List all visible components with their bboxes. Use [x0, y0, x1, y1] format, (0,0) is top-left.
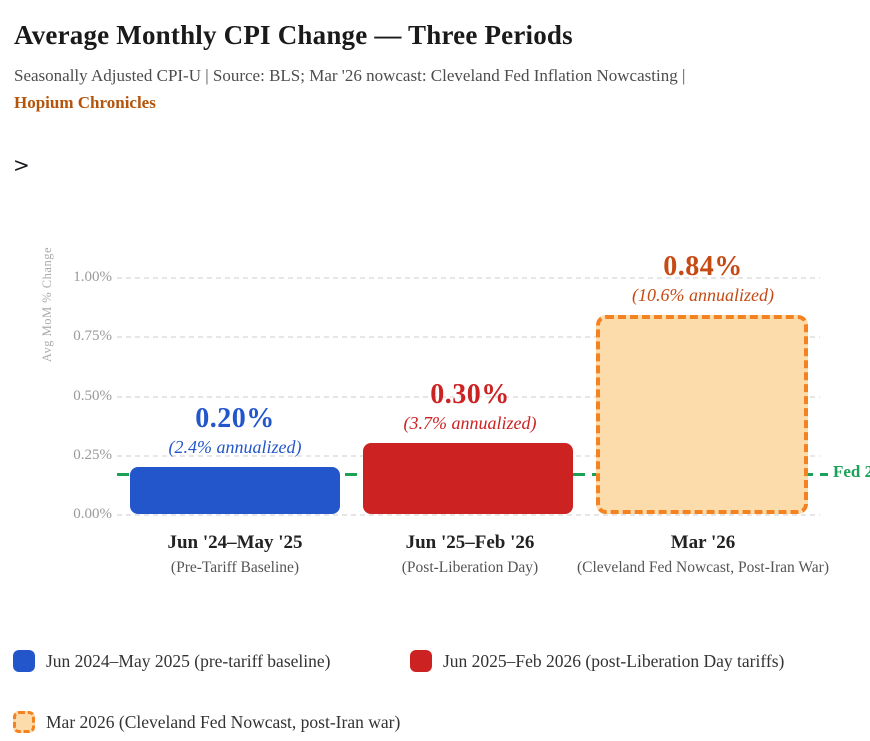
brand-link-hopium-chronicles[interactable]: Hopium Chronicles [14, 93, 156, 112]
legend-label-pre-tariff: Jun 2024–May 2025 (pre-tariff baseline) [46, 650, 331, 671]
ytick-1.00: 1.00% [73, 269, 112, 285]
ytick-0.50: 0.50% [73, 388, 112, 404]
gridline-0.00 [117, 514, 820, 516]
xsublabel-period2: (Post-Liberation Day) [401, 559, 539, 576]
page-title: Average Monthly CPI Change — Three Perio… [14, 20, 573, 50]
legend-label-post-liberation-day: Jun 2025–Feb 2026 (post-Liberation Day t… [443, 650, 785, 671]
chart-subtitle-source: Seasonally Adjusted CPI-U | Source: BLS;… [14, 66, 686, 85]
expander-chevron-icon[interactable]: > [13, 153, 30, 177]
bar2-value-label: 0.30% [430, 379, 510, 410]
ytick-0.25: 0.25% [73, 447, 112, 463]
bar1-value-label: 0.20% [195, 403, 275, 434]
legend-item-mar26-nowcast[interactable]: Mar 2026 (Cleveland Fed Nowcast, post-Ir… [13, 711, 400, 733]
annotation-bar2: 0.30% (3.7% annualized) [310, 379, 630, 434]
bar1-annualized-label: (2.4% annualized) [168, 437, 302, 457]
xsublabel-period1: (Pre-Tariff Baseline) [170, 559, 300, 576]
legend-item-pre-tariff[interactable]: Jun 2024–May 2025 (pre-tariff baseline) [13, 650, 330, 672]
gridline-1.00 [117, 277, 820, 279]
bar-mar26-nowcast[interactable] [596, 315, 808, 514]
xlabel-period1: Jun '24–May '25 [167, 532, 303, 553]
xlabel-period2: Jun '25–Feb '26 [405, 532, 535, 553]
legend-item-post-liberation-day[interactable]: Jun 2025–Feb 2026 (post-Liberation Day t… [410, 650, 784, 672]
bar-pre-tariff-baseline[interactable] [130, 467, 340, 514]
gridline-0.50 [117, 396, 820, 398]
annotation-bar3: 0.84% (10.6% annualized) [543, 251, 863, 306]
bar3-value-label: 0.84% [663, 251, 743, 282]
ytick-0.75: 0.75% [73, 328, 112, 344]
legend-swatch-red [410, 650, 432, 672]
legend-swatch-blue [13, 650, 35, 672]
legend-label-mar26-nowcast: Mar 2026 (Cleveland Fed Nowcast, post-Ir… [46, 711, 401, 732]
y-axis-title: Avg MoM % Change [40, 247, 54, 363]
ytick-0.00: 0.00% [73, 506, 112, 522]
legend-swatch-orange-dashed [13, 711, 35, 733]
bar2-annualized-label: (3.7% annualized) [403, 413, 537, 433]
xsublabel-period3: (Cleveland Fed Nowcast, Post-Iran War) [577, 559, 829, 576]
gridline-0.75 [117, 336, 820, 338]
bar3-annualized-label: (10.6% annualized) [632, 285, 774, 305]
bar-post-liberation-day[interactable] [363, 443, 573, 514]
annotation-bar1: 0.20% (2.4% annualized) [75, 403, 395, 458]
fed-target-label: Fed 2% target [833, 462, 870, 481]
xlabel-period3: Mar '26 [670, 532, 736, 553]
